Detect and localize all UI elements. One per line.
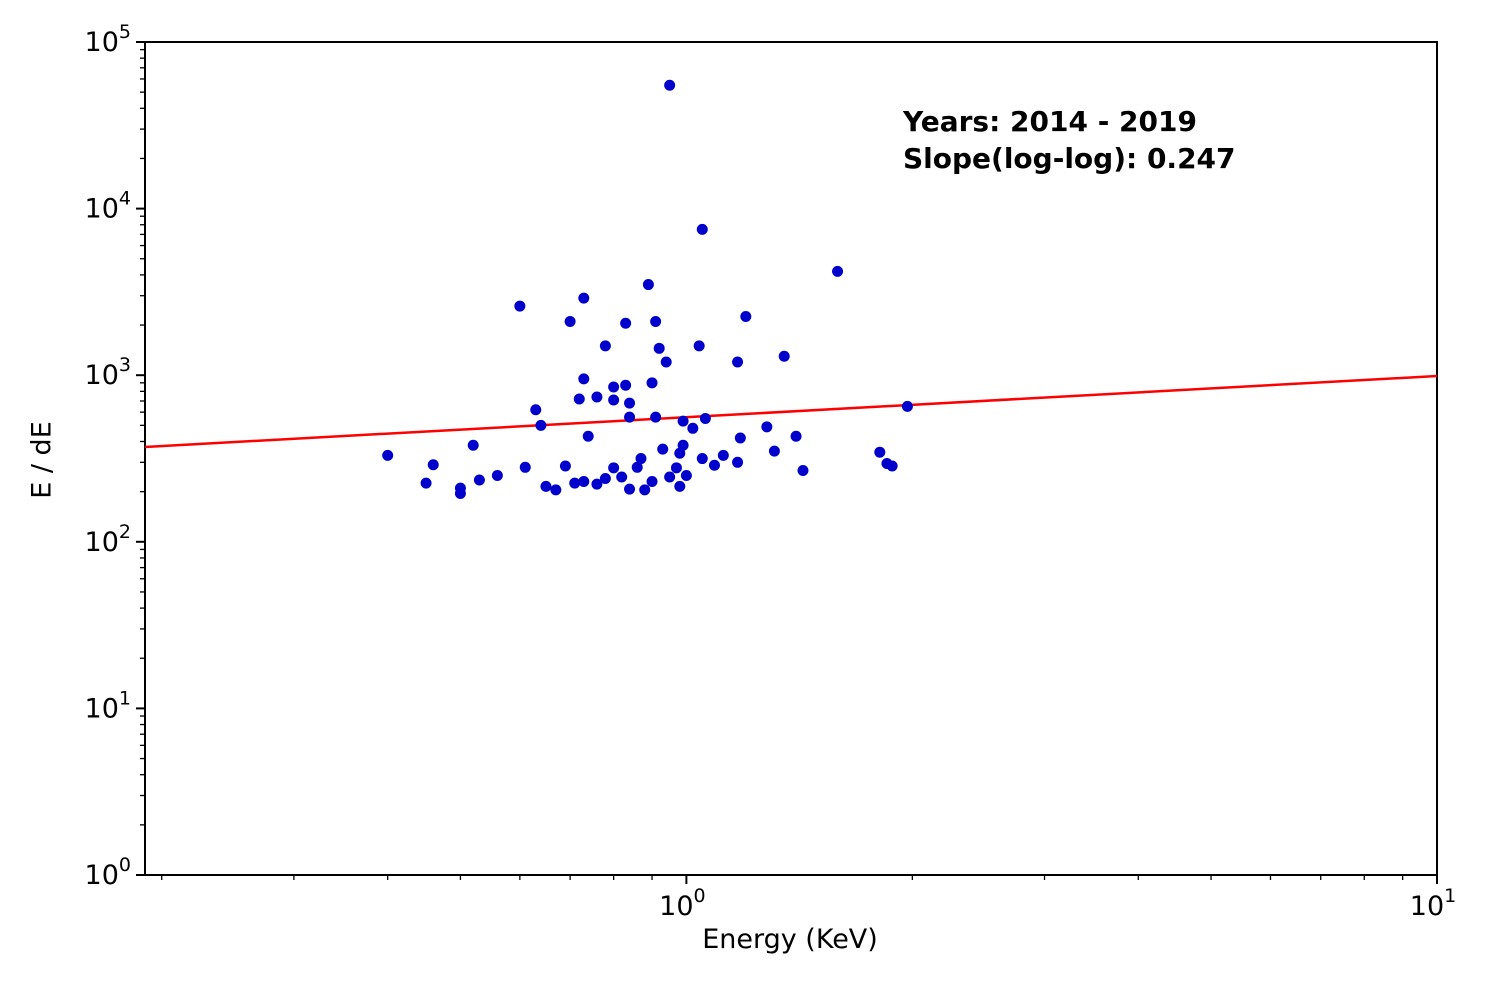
data-point xyxy=(732,456,744,468)
data-point xyxy=(599,340,611,352)
data-point xyxy=(620,317,632,329)
data-point xyxy=(535,419,547,431)
data-point xyxy=(693,340,705,352)
data-point xyxy=(650,411,662,423)
x-tick-label: 100 xyxy=(659,885,705,922)
data-point xyxy=(696,223,708,235)
data-point xyxy=(591,478,603,490)
data-point xyxy=(540,480,552,492)
data-point xyxy=(624,483,636,495)
data-point xyxy=(677,415,689,427)
data-point xyxy=(491,470,503,482)
data-point xyxy=(790,430,802,442)
data-point xyxy=(559,460,571,472)
data-point xyxy=(624,397,636,409)
y-tick-label: 104 xyxy=(85,188,131,225)
data-point xyxy=(578,373,590,385)
x-tick-label: 101 xyxy=(1410,885,1456,922)
data-point xyxy=(599,472,611,484)
data-point xyxy=(740,311,752,323)
x-axis-label: Energy (KeV) xyxy=(702,924,878,955)
plot-frame xyxy=(144,41,1438,876)
data-point xyxy=(660,356,672,368)
data-point xyxy=(639,484,651,496)
y-axis-label: E / dE xyxy=(26,421,58,499)
data-point xyxy=(664,471,676,483)
data-point xyxy=(646,476,658,488)
data-point xyxy=(564,316,576,328)
data-point xyxy=(591,391,603,403)
data-point xyxy=(382,449,394,461)
data-point xyxy=(832,265,844,277)
annotation: Years: 2014 - 2019 Slope(log-log): 0.247 xyxy=(903,103,1236,177)
data-point xyxy=(530,404,542,416)
data-point xyxy=(514,300,526,312)
data-point xyxy=(620,379,632,391)
data-point xyxy=(608,462,620,474)
data-point xyxy=(608,394,620,406)
data-point xyxy=(708,459,720,471)
data-point xyxy=(734,432,746,444)
data-point xyxy=(608,381,620,393)
data-point xyxy=(573,393,585,405)
data-point xyxy=(473,474,485,486)
data-point xyxy=(680,470,692,482)
y-tick-label: 101 xyxy=(85,687,131,724)
data-point xyxy=(454,487,466,499)
data-point xyxy=(550,484,562,496)
y-tick-label: 102 xyxy=(85,521,131,558)
data-point xyxy=(874,446,886,458)
data-point xyxy=(569,477,581,489)
data-point xyxy=(578,292,590,304)
fit-line xyxy=(144,374,1438,449)
data-point xyxy=(427,459,439,471)
data-point xyxy=(901,400,913,412)
data-point xyxy=(696,453,708,465)
data-point xyxy=(642,279,654,291)
data-point xyxy=(768,445,780,457)
data-point xyxy=(616,471,628,483)
data-point xyxy=(646,377,658,389)
data-point xyxy=(687,422,699,434)
y-tick-label: 103 xyxy=(85,354,131,391)
data-point xyxy=(674,480,686,492)
data-point xyxy=(670,462,682,474)
annotation-years: Years: 2014 - 2019 xyxy=(903,105,1197,138)
data-point xyxy=(699,412,711,424)
data-point xyxy=(624,411,636,423)
data-point xyxy=(631,461,643,473)
data-point xyxy=(653,342,665,354)
data-point xyxy=(886,460,898,472)
data-point xyxy=(578,476,590,488)
data-point xyxy=(732,356,744,368)
data-point xyxy=(657,443,669,455)
data-point xyxy=(778,350,790,362)
data-point xyxy=(664,79,676,91)
data-point xyxy=(674,447,686,459)
data-point xyxy=(635,453,647,465)
data-point xyxy=(582,430,594,442)
data-point xyxy=(717,449,729,461)
annotation-slope: Slope(log-log): 0.247 xyxy=(903,142,1236,175)
data-point xyxy=(650,316,662,328)
data-point xyxy=(519,461,531,473)
data-point xyxy=(797,464,809,476)
data-point xyxy=(420,477,432,489)
y-tick-label: 105 xyxy=(85,21,131,58)
data-point xyxy=(761,421,773,433)
data-point xyxy=(467,439,479,451)
y-tick-label: 100 xyxy=(85,854,131,891)
